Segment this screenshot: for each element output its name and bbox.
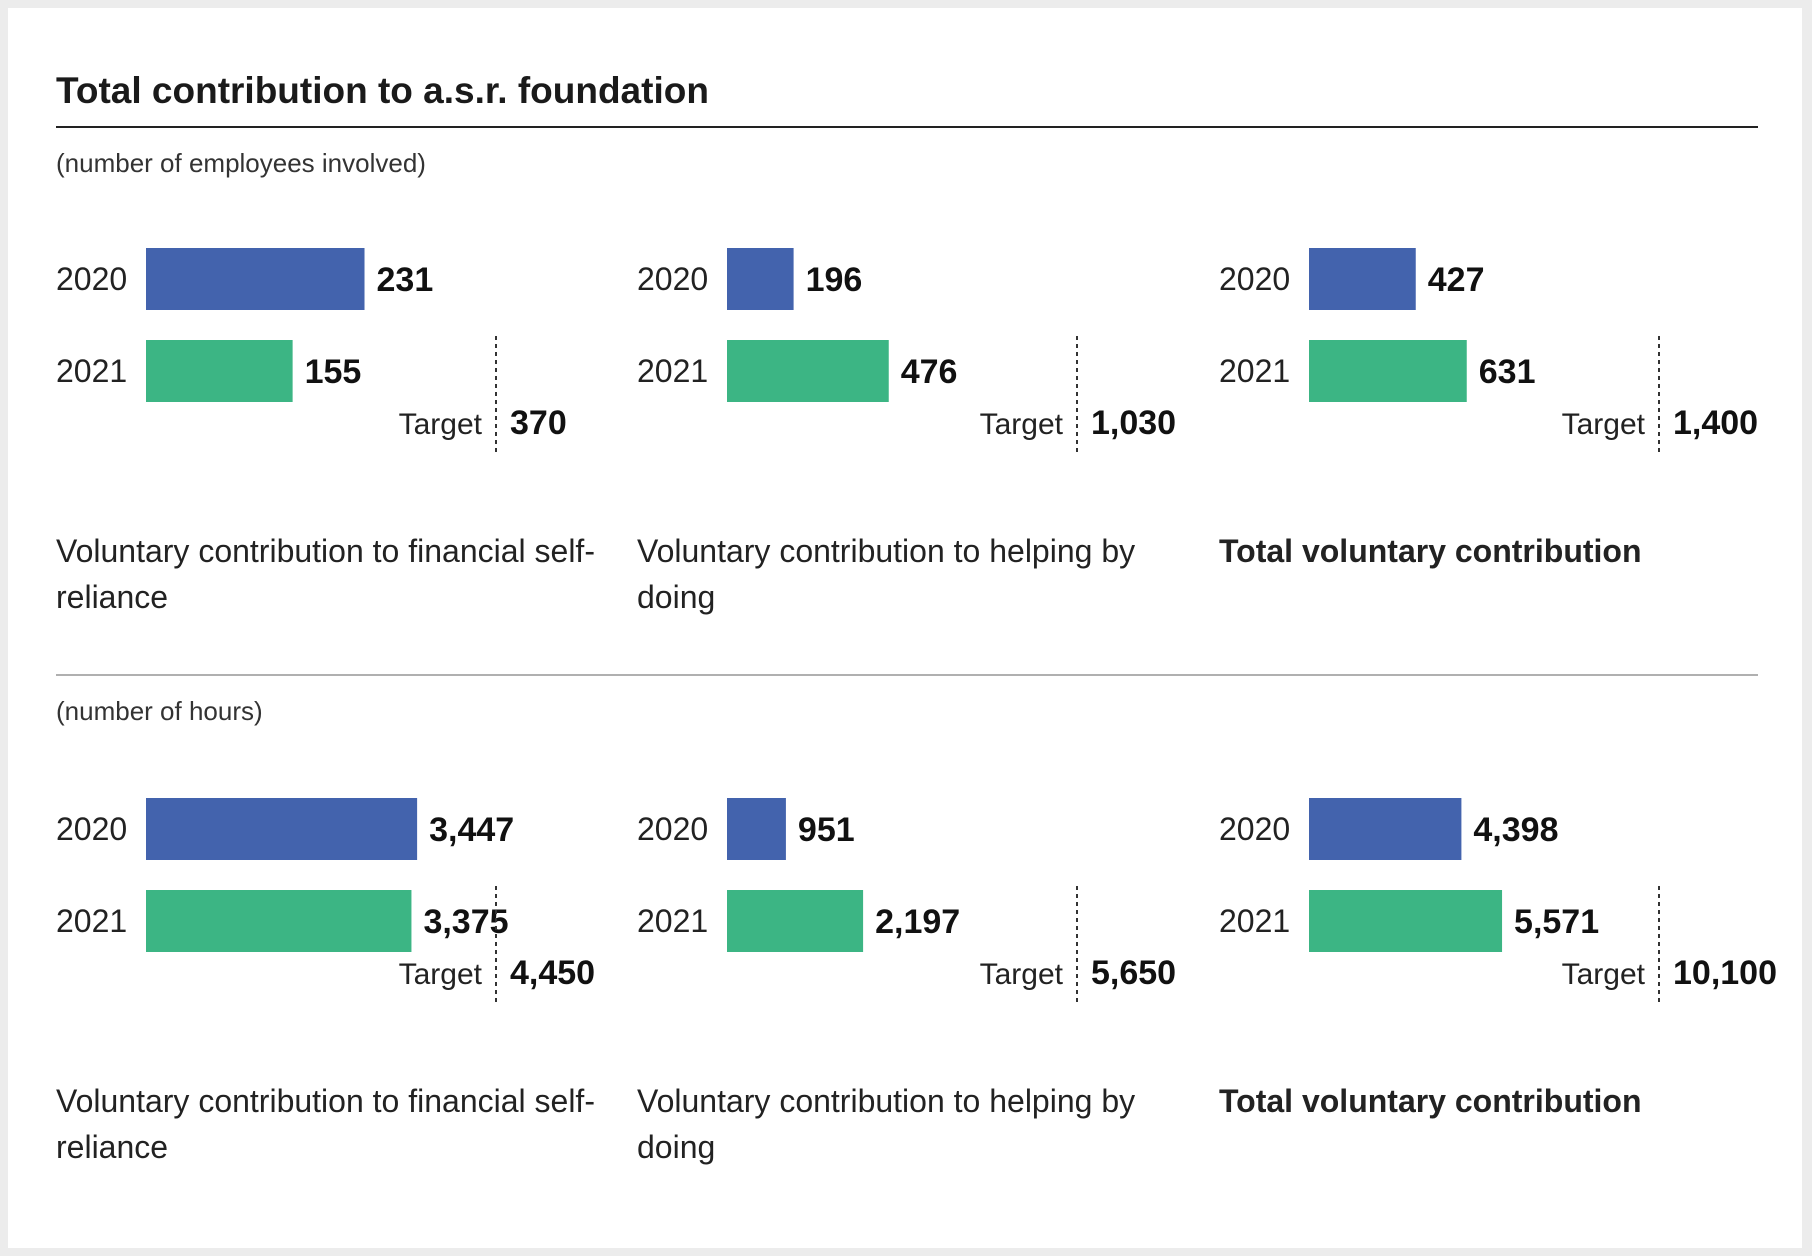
value-label-2021: 2,197 <box>875 903 960 941</box>
target-label: Target <box>980 408 1064 441</box>
chart-hours-total: 2020 4,398 2021 5,571 Target 10,100 Total vol… <box>1219 786 1779 1186</box>
chart-title: Voluntary contribution to helping by doi… <box>637 533 1136 615</box>
bar-2021 <box>146 890 412 952</box>
target-value: 370 <box>510 404 567 442</box>
chart-hours-financial-self-reliance: 2020 3,447 2021 3,375 Target 4,450 Voluntary … <box>56 786 616 1186</box>
bar-2021 <box>727 340 889 402</box>
year-label-2021: 2021 <box>1219 903 1290 939</box>
target-label: Target <box>980 958 1064 991</box>
year-label-2021: 2021 <box>56 903 127 939</box>
chart-hours-helping-by-doing: 2020 951 2021 2,197 Target 5,650 Voluntary co… <box>637 786 1197 1186</box>
target-label: Target <box>399 958 483 991</box>
value-label-2020: 231 <box>377 261 434 299</box>
value-label-2021: 155 <box>305 353 362 391</box>
target-value: 1,400 <box>1673 404 1758 442</box>
chart-employees-financial-self-reliance: 2020 231 2021 155 Target 370 Voluntary contri… <box>56 236 616 636</box>
value-label-2020: 3,447 <box>429 811 514 849</box>
target-value: 1,030 <box>1091 404 1176 442</box>
year-label-2020: 2020 <box>637 811 708 847</box>
section-label-hours: (number of hours) <box>56 696 263 726</box>
year-label-2020: 2020 <box>637 261 708 297</box>
target-value: 4,450 <box>510 954 595 992</box>
chart-title: Voluntary contribution to helping by doi… <box>637 1083 1136 1165</box>
bar-2020 <box>146 798 418 860</box>
target-label: Target <box>1562 958 1646 991</box>
chart-title: Voluntary contribution to financial self… <box>56 1083 595 1165</box>
title-divider <box>56 126 1758 128</box>
year-label-2020: 2020 <box>56 261 127 297</box>
chart-svg: 2020 231 2021 155 Target 370 <box>56 248 567 452</box>
chart-employees-total: 2020 427 2021 631 Target 1,400 Total voluntar… <box>1219 236 1779 636</box>
value-label-2021: 5,571 <box>1514 903 1599 941</box>
year-label-2021: 2021 <box>637 353 708 389</box>
value-label-2020: 196 <box>806 261 863 299</box>
year-label-2021: 2021 <box>637 903 708 939</box>
value-label-2020: 4,398 <box>1473 811 1558 849</box>
bar-2020 <box>1309 248 1416 310</box>
year-label-2021: 2021 <box>56 353 127 389</box>
value-label-2021: 631 <box>1479 353 1536 391</box>
bar-2020 <box>727 798 786 860</box>
target-label: Target <box>1562 408 1646 441</box>
chart-svg: 2020 3,447 2021 3,375 Target 4,450 <box>56 798 595 1002</box>
year-label-2020: 2020 <box>1219 811 1290 847</box>
bar-2021 <box>1309 890 1503 952</box>
section-divider <box>56 674 1758 676</box>
target-value: 5,650 <box>1091 954 1176 992</box>
chart-title: Total voluntary contribution <box>1219 1083 1642 1119</box>
bar-2020 <box>1309 798 1462 860</box>
chart-svg: 2020 4,398 2021 5,571 Target 10,100 <box>1219 798 1777 1002</box>
figure-title: Total contribution to a.s.r. foundation <box>56 70 709 111</box>
value-label-2021: 476 <box>901 353 958 391</box>
year-label-2020: 2020 <box>1219 261 1290 297</box>
chart-svg: 2020 951 2021 2,197 Target 5,650 <box>637 798 1176 1002</box>
target-label: Target <box>399 408 483 441</box>
target-value: 10,100 <box>1673 954 1777 992</box>
bar-2021 <box>146 340 293 402</box>
chart-title: Voluntary contribution to financial self… <box>56 533 595 615</box>
value-label-2020: 951 <box>798 811 855 849</box>
year-label-2021: 2021 <box>1219 353 1290 389</box>
section-label-employees: (number of employees involved) <box>56 148 426 178</box>
report-figure: Total contribution to a.s.r. foundation … <box>8 8 1802 1248</box>
bar-2020 <box>727 248 794 310</box>
bar-2021 <box>1309 340 1467 402</box>
value-label-2020: 427 <box>1428 261 1485 299</box>
bar-2021 <box>727 890 864 952</box>
value-label-2021: 3,375 <box>423 903 508 941</box>
bar-2020 <box>146 248 365 310</box>
year-label-2020: 2020 <box>56 811 127 847</box>
chart-employees-helping-by-doing: 2020 196 2021 476 Target 1,030 Voluntary cont… <box>637 236 1197 636</box>
chart-svg: 2020 196 2021 476 Target 1,030 <box>637 248 1176 452</box>
chart-title: Total voluntary contribution <box>1219 533 1642 569</box>
chart-svg: 2020 427 2021 631 Target 1,400 <box>1219 248 1758 452</box>
